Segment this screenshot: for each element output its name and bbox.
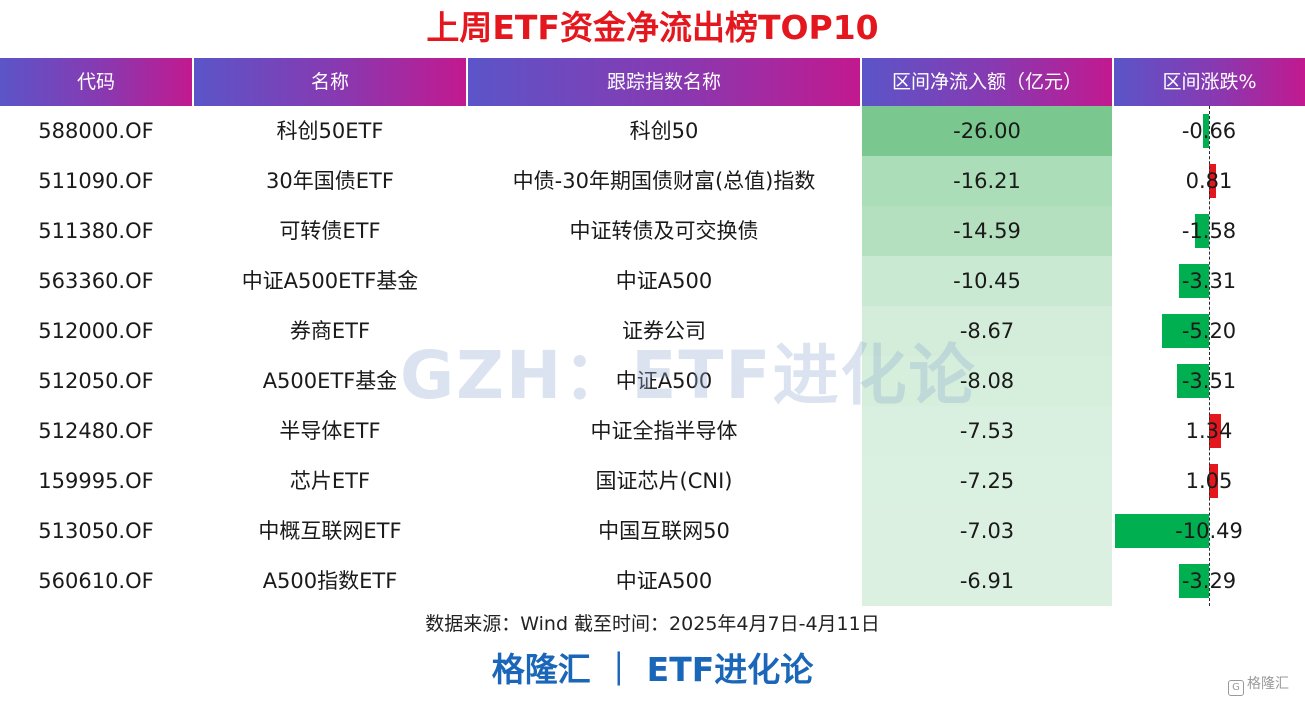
index-cell: 证券公司: [622, 319, 706, 343]
change-bar: [1179, 564, 1209, 598]
table-row: 560610.OF A500指数ETF 中证A500 -6.91 -3.29: [0, 556, 1305, 606]
corner-logo-text: 格隆汇: [1247, 676, 1289, 692]
change-bar: [1114, 514, 1209, 548]
name-cell: 中证A500ETF基金: [241, 269, 419, 293]
change-zero-axis: [1209, 106, 1210, 606]
flow-cell-bg: [862, 306, 1112, 356]
flow-cell: -14.59: [953, 219, 1021, 243]
flow-cell-bg: [862, 206, 1112, 256]
name-cell: 芯片ETF: [289, 469, 371, 493]
index-cell: 中证全指半导体: [590, 419, 738, 443]
table-row: 511380.OF 可转债ETF 中证转债及可交换债 -14.59 -1.58: [0, 206, 1305, 256]
brand-footer: 格隆汇 ｜ ETF进化论: [491, 650, 814, 689]
name-cell: A500ETF基金: [262, 369, 398, 393]
index-cell: 国证芯片(CNI): [595, 469, 733, 493]
index-cell: 中证A500: [615, 369, 713, 393]
table-row: 512000.OF 券商ETF 证券公司 -8.67 -5.20: [0, 306, 1305, 356]
change-label: 1.05: [1185, 469, 1233, 493]
change-label: 1.34: [1185, 419, 1233, 443]
flow-cell-bg: [862, 556, 1112, 606]
name-cell: 中概互联网ETF: [258, 519, 402, 543]
header-index: 跟踪指数名称: [468, 58, 860, 106]
change-label: -10.49: [1175, 519, 1243, 543]
name-cell: 可转债ETF: [279, 219, 381, 243]
change-bar: [1194, 214, 1209, 248]
index-cell: 中债-30年期国债财富(总值)指数: [512, 169, 816, 193]
index-cell: 中证A500: [615, 569, 713, 593]
change-bar: [1209, 464, 1219, 498]
header-name: 名称: [194, 58, 466, 106]
change-bar: [1203, 114, 1209, 148]
table-header: 代码 名称 跟踪指数名称 区间净流入额（亿元） 区间涨跌%: [0, 58, 1305, 106]
change-bar: [1209, 414, 1222, 448]
table-row: 159995.OF 芯片ETF 国证芯片(CNI) -7.25 1.05: [0, 456, 1305, 506]
flow-cell-bg: [862, 406, 1112, 456]
chart-title: 上周ETF资金净流出榜TOP10: [426, 8, 879, 47]
table-row: 512480.OF 半导体ETF 中证全指半导体 -7.53 1.34: [0, 406, 1305, 456]
flow-cell-bg: [862, 456, 1112, 506]
index-cell: 中证转债及可交换债: [569, 219, 759, 243]
table-row: 511090.OF 30年国债ETF 中债-30年期国债财富(总值)指数 -16.21…: [0, 156, 1305, 206]
table-row: 512050.OF A500ETF基金 中证A500 -8.08 -3.51: [0, 356, 1305, 406]
name-cell: 科创50ETF: [276, 119, 384, 143]
code-cell: 588000.OF: [38, 119, 154, 143]
flow-cell: -16.21: [953, 169, 1021, 193]
header-net-flow: 区间净流入额（亿元）: [862, 58, 1112, 106]
flow-cell-bg: [862, 256, 1112, 306]
code-cell: 512480.OF: [38, 419, 154, 443]
flow-cell: -8.08: [959, 369, 1015, 393]
change-bar: [1177, 364, 1209, 398]
change-bar: [1162, 314, 1209, 348]
index-cell: 科创50: [629, 119, 699, 143]
code-cell: 563360.OF: [38, 269, 154, 293]
table-row: 563360.OF 中证A500ETF基金 中证A500 -10.45 -3.31: [0, 256, 1305, 306]
name-cell: 30年国债ETF: [266, 169, 394, 193]
code-cell: 513050.OF: [38, 519, 154, 543]
name-cell: 半导体ETF: [279, 419, 381, 443]
code-cell: 512000.OF: [38, 319, 154, 343]
flow-cell-bg: [862, 356, 1112, 406]
flow-cell: -10.45: [953, 269, 1021, 293]
change-bar: [1209, 164, 1217, 198]
flow-cell: -7.53: [959, 419, 1015, 443]
code-cell: 512050.OF: [38, 369, 154, 393]
table-row: 513050.OF 中概互联网ETF 中国互联网50 -7.03 -10.49: [0, 506, 1305, 556]
code-cell: 511380.OF: [38, 219, 154, 243]
name-cell: A500指数ETF: [262, 569, 398, 593]
header-code: 代码: [0, 58, 192, 106]
flow-cell-bg: [862, 506, 1112, 556]
header-change: 区间涨跌%: [1114, 58, 1305, 106]
name-cell: 券商ETF: [289, 319, 371, 343]
flow-cell: -7.03: [959, 519, 1015, 543]
change-bar: [1179, 264, 1209, 298]
change-label: 0.81: [1185, 169, 1233, 193]
corner-logo: G 格隆汇: [1228, 672, 1302, 696]
source-note: 数据来源：Wind 截至时间：2025年4月7日-4月11日: [425, 613, 880, 635]
code-cell: 511090.OF: [38, 169, 154, 193]
flow-cell: -7.25: [959, 469, 1015, 493]
index-cell: 中国互联网50: [598, 519, 730, 543]
logo-mark-icon: G: [1228, 680, 1244, 696]
flow-cell: -8.67: [959, 319, 1015, 343]
flow-cell: -26.00: [953, 119, 1021, 143]
flow-cell-bg: [862, 106, 1112, 156]
code-cell: 159995.OF: [38, 469, 154, 493]
table-row: 588000.OF 科创50ETF 科创50 -26.00 -0.66: [0, 106, 1305, 156]
index-cell: 中证A500: [615, 269, 713, 293]
watermark: GZH：ETF进化论: [400, 337, 977, 414]
code-cell: 560610.OF: [38, 569, 154, 593]
flow-cell-bg: [862, 156, 1112, 206]
flow-cell: -6.91: [959, 569, 1015, 593]
